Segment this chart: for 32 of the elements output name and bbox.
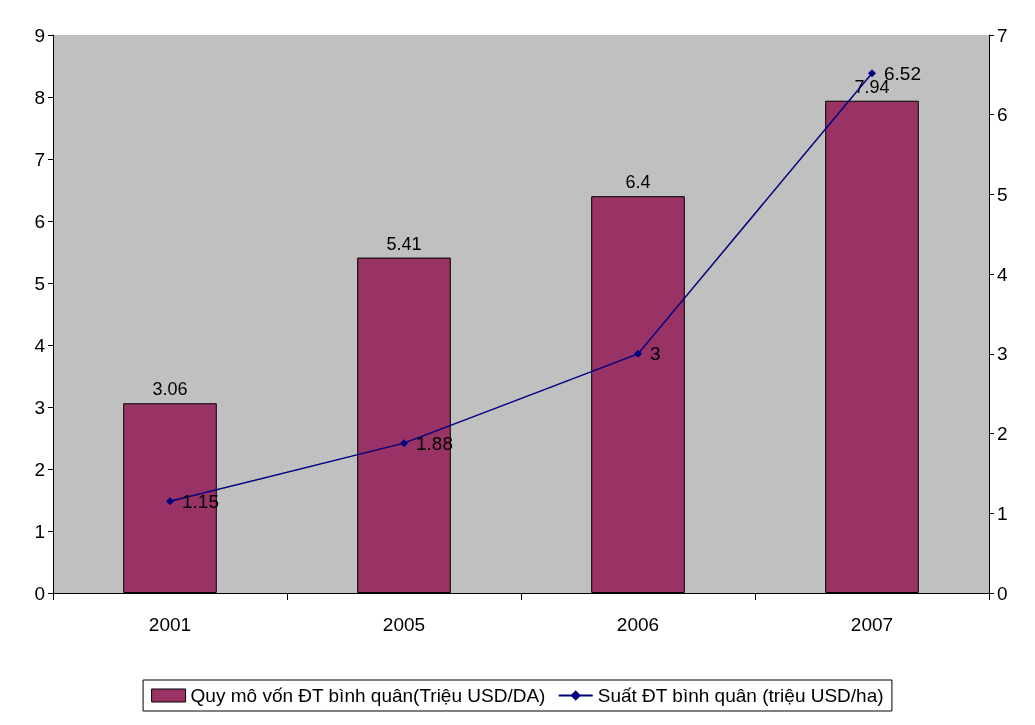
y-tick-label: 1 (34, 520, 45, 542)
data-label: 5.41 (386, 233, 422, 254)
y-tick-label: 8 (34, 86, 45, 108)
data-label: 3.06 (152, 379, 188, 400)
x-tick-label: 2006 (616, 614, 660, 635)
y2-tick-label: 2 (997, 423, 1008, 445)
point (868, 69, 876, 78)
y-tick-label: 4 (34, 334, 46, 356)
y-tick-label: 2 (34, 458, 45, 480)
y-tick-label: 3 (34, 396, 45, 418)
data-label: 3 (650, 343, 661, 365)
point (166, 497, 174, 506)
y-tick-label: 0 (34, 582, 45, 604)
point (634, 349, 642, 358)
y-tick-label: 5 (34, 272, 45, 294)
y-tick-label: 6 (34, 210, 45, 232)
point (400, 439, 408, 448)
x-tick-label: 2007 (850, 614, 894, 635)
y2-tick-label: 1 (997, 502, 1008, 524)
y2-tick-label: 3 (997, 343, 1008, 365)
y2-tick-label: 7 (997, 24, 1008, 46)
y2-tick-label: 4 (997, 263, 1008, 285)
x-tick-label: 2001 (148, 614, 192, 635)
y-tick-label: 7 (34, 148, 45, 170)
y2-tick-label: 0 (997, 582, 1008, 604)
data-label: 6.4 (625, 172, 651, 193)
y2-tick-label: 5 (997, 183, 1008, 205)
legend-label: Quy mô vốn ĐT bình quân(Triệu USD/DA) (190, 685, 546, 706)
x-tick-label: 2005 (382, 614, 426, 635)
y-tick-label: 9 (34, 24, 45, 46)
y2-tick-label: 6 (997, 104, 1008, 126)
legend-label: Suất ĐT bình quân (triệu USD/ha) (597, 685, 884, 706)
